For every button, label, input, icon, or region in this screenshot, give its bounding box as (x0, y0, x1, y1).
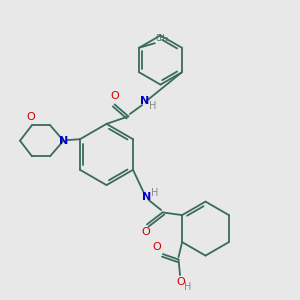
Text: H: H (149, 101, 157, 111)
Text: CH₃: CH₃ (155, 34, 169, 43)
Text: H: H (184, 282, 191, 292)
Text: O: O (110, 92, 119, 101)
Text: O: O (141, 227, 150, 237)
Text: N: N (140, 96, 149, 106)
Text: O: O (153, 242, 161, 252)
Text: H: H (151, 188, 158, 198)
Text: N: N (142, 191, 151, 202)
Text: O: O (26, 112, 35, 122)
Text: O: O (176, 277, 185, 287)
Text: N: N (59, 136, 68, 146)
